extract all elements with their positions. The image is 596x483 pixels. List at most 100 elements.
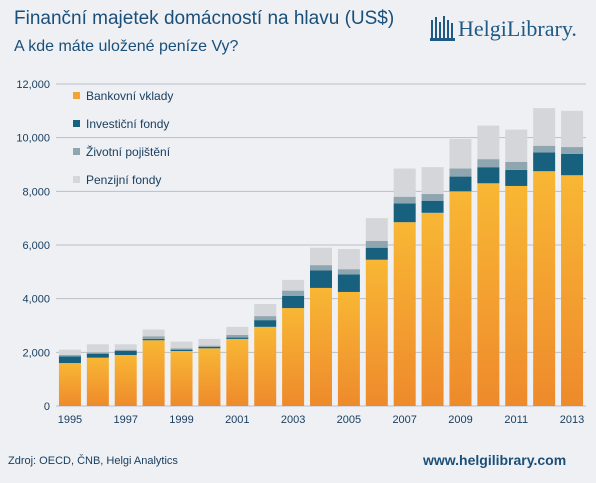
bar-segment [533,171,556,406]
x-tick-label: 1999 [169,414,193,426]
bar-segment [86,344,109,353]
logo-text: HelgiLibrary. [458,16,577,41]
y-tick-label: 4,000 [22,294,50,306]
legend-label: Investiční fondy [86,117,169,131]
y-tick-label: 6,000 [22,240,50,252]
bar-segment [282,295,305,309]
source-note: Zdroj: OECD, ČNB, Helgi Analytics [8,455,178,467]
bar-segment [282,290,305,296]
x-tick-label: 1995 [58,414,82,426]
bar-segment [449,191,472,406]
bar-segment [170,349,193,351]
bar-segment [86,352,109,354]
legend-label: Penzijní fondy [86,173,161,187]
bar-segment [226,337,249,339]
bar-segment [365,259,388,406]
bar-segment [58,349,81,356]
bar-segment [114,355,137,406]
bar-segment [505,185,528,406]
bar-segment [58,355,81,357]
y-tick-label: 2,000 [22,347,50,359]
bar-segment [337,274,360,292]
bar-segment [561,147,584,154]
x-tick-label: 2007 [392,414,416,426]
bar-segment [170,348,193,350]
x-tick-label: 2003 [281,414,305,426]
bar-segment [449,176,472,192]
y-tick-label: 10,000 [16,133,50,145]
bar-segment [58,356,81,364]
bar-segment [282,279,305,291]
bar-segment [86,357,109,406]
y-tick-label: 0 [44,401,50,413]
x-tick-label: 2009 [448,414,472,426]
bar-segment [254,326,277,406]
bar-segment [337,249,360,270]
bar-segment [561,153,584,176]
chart-subtitle: A kde máte uložené peníze Vy? [14,38,239,55]
bar-segment [365,240,388,248]
legend-swatch [73,120,80,127]
bar-segment [393,196,416,204]
bar-segment [365,218,388,241]
x-tick-label: 2013 [560,414,584,426]
legend-swatch [73,92,80,99]
bar-segment [310,270,332,288]
bar-segment [282,308,305,406]
y-tick-label: 8,000 [22,186,50,198]
bar-segment [337,291,360,406]
bar-segment [198,345,221,347]
x-tick-label: 1997 [113,414,137,426]
bar-segment [477,183,500,406]
bar-segment [226,326,249,335]
legend-label: Životní pojištění [86,144,171,159]
bar-segment [170,350,193,406]
y-tick-label: 12,000 [16,79,50,91]
bar-segment [198,338,221,346]
bar-segment [142,338,165,341]
bar-segment [142,336,165,339]
helgilibrary-logo: HelgiLibrary. [430,14,580,48]
bar-segment [533,145,556,153]
bar-segment [310,247,332,266]
bar-segment [365,247,388,260]
bar-segment [114,344,137,350]
axis-layer: 0 2,000 4,000 6,000 8,000 10,000 12,000 1995 199… [16,79,584,426]
website-link[interactable]: www.helgilibrary.com [423,452,567,468]
bar-segment [393,168,416,197]
x-tick-label: 2011 [504,414,528,426]
x-tick-label: 2005 [337,414,361,426]
bar-segment [310,287,332,406]
bar-segment [254,316,277,321]
bar-segment [58,363,81,406]
bar-segment [449,168,472,177]
bar-segment [505,161,528,170]
bar-segment [254,304,277,317]
library-building-icon [430,16,455,41]
bar-segment [477,125,500,160]
bar-segment [198,346,221,349]
legend-swatch [73,148,80,155]
bar-segment [477,159,500,168]
bar-segment [337,269,360,275]
bar-segment [142,340,165,406]
bar-segment [533,108,556,146]
bar-segment [198,348,221,406]
bar-segment [561,110,584,148]
bar-segment [86,353,109,358]
chart-title: Finanční majetek domácností na hlavu (US… [14,8,395,29]
bar-segment [170,341,193,349]
bar-segment [561,175,584,406]
bar-segment [505,129,528,162]
bar-segment [477,167,500,184]
bar-segment [505,169,528,186]
bar-segment [114,350,137,356]
bar-segment [449,139,472,169]
bar-segment [393,222,416,406]
bar-layer [58,108,584,406]
bar-segment [421,200,444,213]
legend-swatch [73,176,80,183]
bar-segment [142,329,165,337]
bar-segment [421,212,444,406]
